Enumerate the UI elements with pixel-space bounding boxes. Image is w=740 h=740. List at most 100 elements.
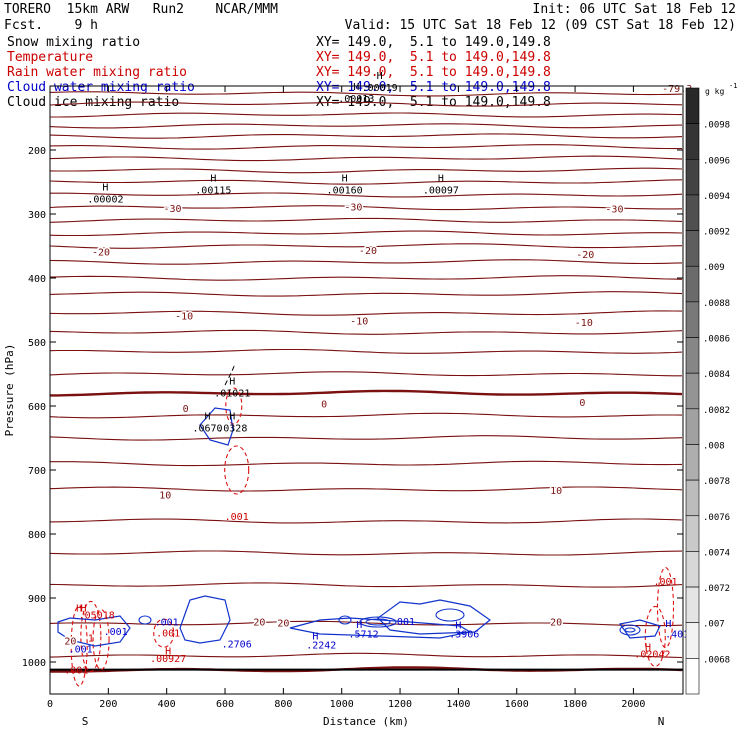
colorbar-cell <box>685 301 700 338</box>
temperature-contour <box>49 101 683 107</box>
y-tick-label: 200 <box>28 146 46 157</box>
colorbar-cell <box>685 444 700 481</box>
rain-contour <box>153 618 175 648</box>
y-axis-label: Pressure (hPa) <box>3 344 16 437</box>
temperature-contour <box>49 582 683 588</box>
snow-max-label: .00002 <box>87 194 123 205</box>
cloud-water-high-marker: H <box>312 632 318 643</box>
cloud-water-contour <box>338 615 352 625</box>
rain-high-marker: H <box>165 646 171 657</box>
colorbar-tick-label: .0092 <box>703 228 730 238</box>
snow-max-label: .00097 <box>423 186 459 197</box>
colorbar-unit: g kg <box>705 87 724 96</box>
temperature-contour <box>49 179 683 185</box>
legend-field-name: Cloud water mixing ratio <box>7 80 195 95</box>
colorbar-tick-label: .0072 <box>703 584 730 594</box>
snow-high-marker: H <box>229 376 235 387</box>
y-tick-label: 900 <box>28 594 46 605</box>
temperature-contour <box>49 91 683 97</box>
snow-high-marker: H <box>229 412 235 423</box>
legend-field-name: Temperature <box>7 50 94 65</box>
colorbar-cell <box>685 658 700 695</box>
temperature-contour <box>49 435 683 441</box>
rain-contour <box>224 445 250 495</box>
colorbar-cell <box>685 158 700 196</box>
legend-field-name: Snow mixing ratio <box>7 35 141 50</box>
temperature-contour <box>49 550 683 556</box>
snow-high-marker: H <box>210 174 216 185</box>
snow-high-marker: H <box>342 174 348 185</box>
temperature-contour <box>50 112 683 118</box>
legend-field-name: Rain water mixing ratio <box>7 65 188 80</box>
temperature-label: -30 <box>163 204 181 215</box>
temperature-label: 10 <box>159 491 171 502</box>
temperature-contour <box>49 486 683 492</box>
colorbar-unit-exponent: -1 <box>729 82 737 90</box>
rain-high-marker: H <box>76 603 82 614</box>
colorbar-cell <box>685 622 700 659</box>
cloud-water-contour <box>365 618 391 626</box>
colorbar-cell <box>685 372 700 410</box>
init-time: Init: 06 UTC Sat 18 Feb 12 <box>532 2 737 17</box>
colorbar-tick-label: .007 <box>703 620 725 630</box>
colorbar-cell <box>685 479 700 517</box>
cloud-water-max-label: .001 <box>69 644 93 655</box>
snow-contour <box>224 365 235 386</box>
snow-max-label: .0328 <box>217 424 247 435</box>
temperature-contour <box>49 652 683 659</box>
forecast-hour: Fcst. 9 h <box>4 18 98 33</box>
cloud-water-contour <box>359 616 397 628</box>
x-tick-label: 800 <box>274 699 292 710</box>
cloud-water-contour <box>618 619 661 639</box>
temperature-label: 10 <box>550 486 562 497</box>
cloud-water-max-label: .001 <box>155 618 179 629</box>
snow-high-marker: H <box>353 82 359 93</box>
x-axis-label: Distance (km) <box>323 715 409 728</box>
colorbar-tick-label: .0098 <box>703 121 730 131</box>
rain-contour <box>225 387 243 425</box>
colorbar-tick-label: .0082 <box>703 406 730 416</box>
temperature-contour <box>49 155 683 162</box>
temperature-contour <box>49 348 683 354</box>
colorbar-cell <box>685 337 700 374</box>
y-tick-label: 400 <box>28 274 46 285</box>
rain-max-label: 1 <box>88 634 94 645</box>
temperature-label: 0 <box>321 400 327 411</box>
x-tick-label: 1000 <box>330 699 354 710</box>
rain-contour <box>656 567 675 649</box>
x-tick-label: 400 <box>158 699 176 710</box>
rain-max-label: .05018 <box>79 610 115 621</box>
valid-time: Valid: 15 UTC Sat 18 Feb 12 (09 CST Sat … <box>344 18 736 33</box>
cloud-water-high-marker: H <box>665 619 671 630</box>
cloud-water-max-label: .401 <box>665 630 689 641</box>
x-tick-label: 1200 <box>388 699 412 710</box>
temperature-contour <box>49 243 683 249</box>
temperature-contour <box>50 460 683 467</box>
colorbar-tick-label: .0084 <box>703 370 730 380</box>
temperature-contour <box>49 275 683 281</box>
temperature-contour <box>49 144 682 150</box>
rain-max-label: .001 <box>156 628 180 639</box>
cloud-water-max-label: .3906 <box>449 630 479 641</box>
x-tick-label: 600 <box>216 699 234 710</box>
temperature-contour <box>49 329 683 335</box>
temperature-label: -20 <box>92 247 110 258</box>
temperature-label: 20 <box>277 619 289 630</box>
cloud-water-max-label: .001 <box>391 617 415 628</box>
rain-max-label: .001 <box>653 577 677 588</box>
south-end-label: S <box>82 715 89 728</box>
cloud-water-contour <box>377 599 492 635</box>
temperature-contour <box>50 192 683 198</box>
temperature-label: -10 <box>175 311 193 322</box>
colorbar-tick-label: .0074 <box>703 548 730 558</box>
x-tick-label: 1600 <box>505 699 529 710</box>
rain-max-label: .001 <box>225 512 249 523</box>
snow-max-label: .00013 <box>338 94 374 105</box>
colorbar-tick-label: .008 <box>703 441 725 451</box>
rain-contour <box>92 609 110 671</box>
temperature-label: -10 <box>350 317 368 328</box>
cloud-water-contour <box>435 608 465 622</box>
temperature-contour <box>49 371 682 377</box>
rain-contours <box>70 387 675 687</box>
